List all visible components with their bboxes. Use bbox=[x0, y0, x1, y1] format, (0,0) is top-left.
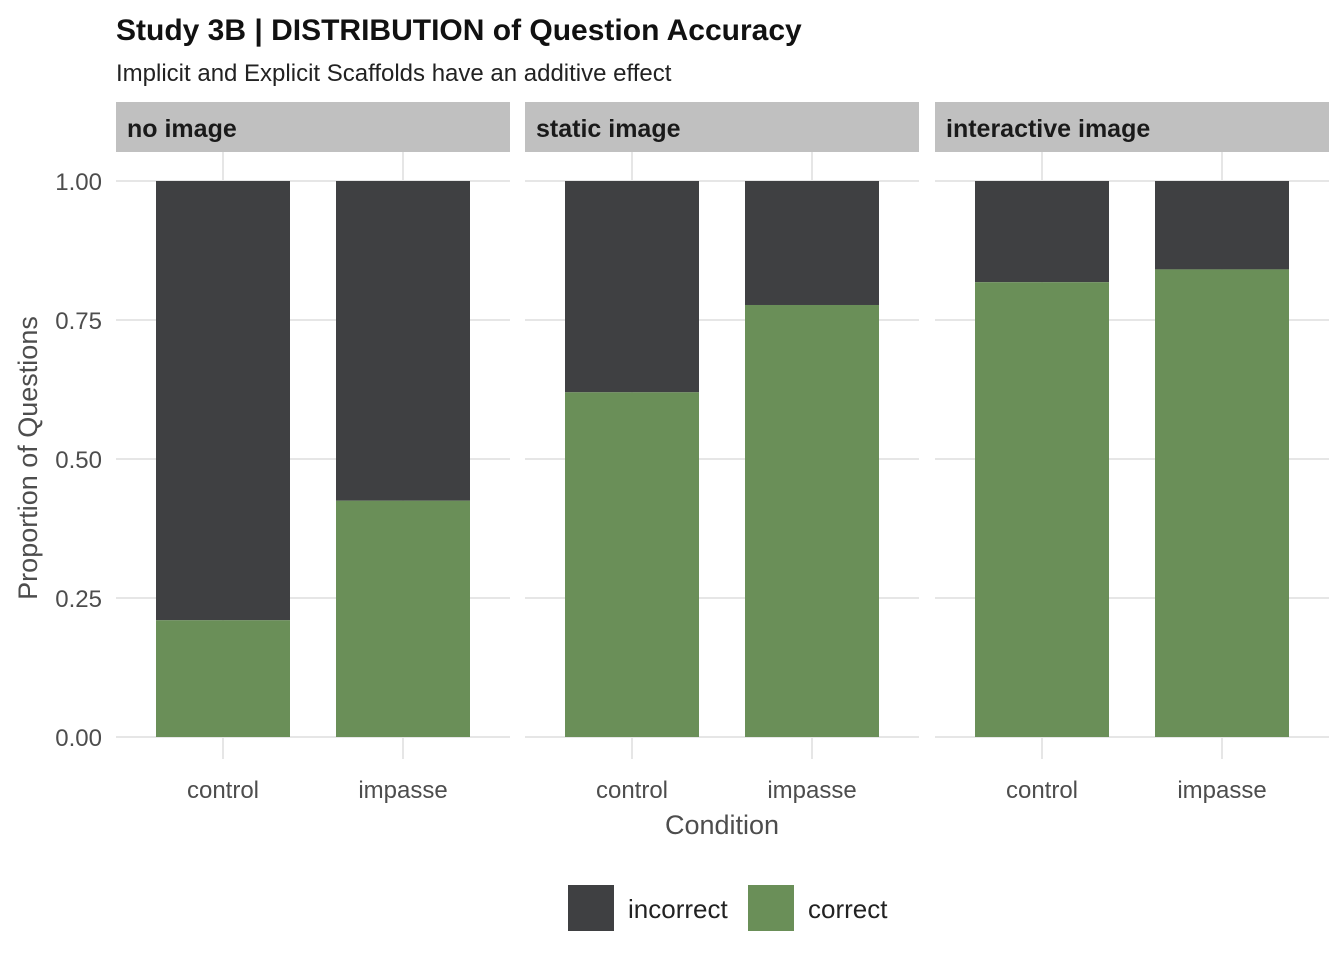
bar-incorrect-impasse bbox=[336, 181, 470, 501]
bar-correct-impasse bbox=[336, 500, 470, 737]
x-tick-label: control bbox=[1006, 777, 1078, 804]
bar-correct-control bbox=[565, 392, 699, 737]
y-tick-label: 0.75 bbox=[55, 308, 102, 335]
y-axis: 0.00 0.25 0.50 0.75 1.00 bbox=[55, 169, 102, 752]
bar-incorrect-impasse bbox=[1155, 181, 1289, 270]
facet-strip-label: no image bbox=[127, 115, 237, 143]
y-tick-label: 0.50 bbox=[55, 447, 102, 474]
bar-correct-control bbox=[975, 282, 1109, 737]
legend-swatch-correct bbox=[748, 885, 794, 931]
facet-strip-label: static image bbox=[536, 115, 681, 143]
x-tick-label: control bbox=[596, 777, 668, 804]
facet-strip bbox=[525, 102, 919, 152]
x-tick-label: impasse bbox=[767, 777, 856, 804]
bar-incorrect-impasse bbox=[745, 181, 879, 305]
y-tick-label: 0.00 bbox=[55, 725, 102, 752]
bar-correct-impasse bbox=[1155, 269, 1289, 737]
y-tick-label: 0.25 bbox=[55, 586, 102, 613]
y-tick-label: 1.00 bbox=[55, 169, 102, 196]
facet-strip bbox=[935, 102, 1329, 152]
x-tick-label: impasse bbox=[358, 777, 447, 804]
bar-incorrect-control bbox=[975, 181, 1109, 283]
chart-title: Study 3B | DISTRIBUTION of Question Accu… bbox=[116, 14, 802, 47]
legend-swatch-incorrect bbox=[568, 885, 614, 931]
y-axis-title: Proportion of Questions bbox=[13, 316, 43, 600]
bar-correct-control bbox=[156, 620, 290, 737]
x-tick-label: impasse bbox=[1177, 777, 1266, 804]
facet-panel-no-image: no image control impasse bbox=[116, 102, 510, 804]
chart-subtitle: Implicit and Explicit Scaffolds have an … bbox=[116, 60, 672, 87]
bar-incorrect-control bbox=[156, 181, 290, 621]
bar-incorrect-control bbox=[565, 181, 699, 393]
legend: incorrect correct bbox=[568, 885, 888, 931]
facet-strip bbox=[116, 102, 510, 152]
facet-panel-interactive-image: interactive image control impasse bbox=[935, 102, 1329, 804]
bar-correct-impasse bbox=[745, 304, 879, 737]
legend-label-incorrect: incorrect bbox=[628, 894, 728, 924]
facet-panel-static-image: static image control impasse bbox=[525, 102, 919, 804]
legend-label-correct: correct bbox=[808, 894, 888, 924]
facet-strip-label: interactive image bbox=[946, 115, 1150, 143]
x-axis-title: Condition bbox=[665, 810, 779, 840]
facet-panels: no image control impasse static image contro… bbox=[116, 102, 1329, 804]
x-tick-label: control bbox=[187, 777, 259, 804]
